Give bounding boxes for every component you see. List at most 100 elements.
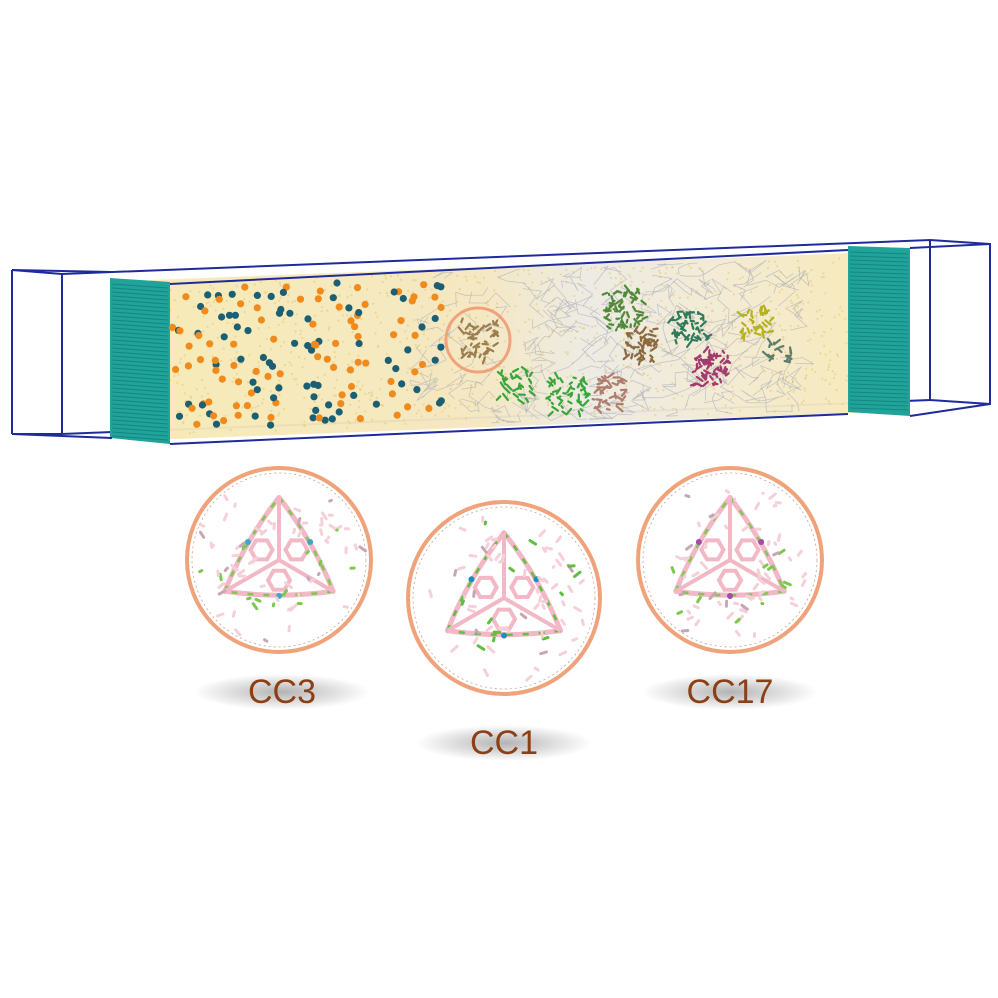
ion-particle [276,370,284,378]
ion-particle [330,363,338,371]
ion-particle [232,402,240,410]
ion-particle [355,339,363,348]
ion-particle [193,420,201,428]
cage-cluster [495,366,536,405]
ion-particle [420,281,428,289]
ion-particle [411,331,419,339]
ion-particle [188,404,196,412]
ion-particle [372,400,380,408]
ion-particle [228,290,236,298]
ion-particle [243,402,251,410]
ion-particle [425,404,433,412]
ion-particle [351,323,359,331]
ion-particle [230,361,238,370]
ion-particle [279,288,287,296]
ion-particle [253,304,261,312]
ion-particle [304,315,312,323]
ion-particle [265,359,273,367]
ion-particle [323,355,331,363]
cage-clusters [495,284,793,418]
box-front-edges [11,239,991,445]
cc17-label: CC17 [687,673,774,711]
ion-particle [175,412,184,420]
cage-cluster [667,310,713,348]
ion-particle [291,339,299,347]
ion-particle [196,356,205,364]
ion-particle [437,303,445,312]
ion-particle [431,356,439,364]
ion-particle [345,304,353,312]
ion-particle [211,356,219,364]
ion-particle [197,302,205,311]
cage-cluster [601,284,649,332]
ion-particle [225,311,234,319]
ion-particle [418,360,427,369]
ion-particle [184,362,192,370]
ion-particle [201,307,209,315]
ion-particle [267,413,275,421]
cage-cluster [591,372,628,414]
ion-particle [333,279,341,287]
ion-particle [234,378,243,386]
ion-particle [231,311,239,319]
cage-cluster [761,337,793,364]
ion-particle [282,283,290,291]
ion-particle [312,406,320,414]
ion-particle [314,353,322,361]
ion-particle [237,300,245,308]
ion-particle [257,316,265,324]
ion-particle [335,408,343,416]
ion-particle [354,358,362,366]
ion-particle [275,384,283,392]
ion-particle [404,403,412,411]
ion-particle [321,416,329,424]
cc3-shadow [194,674,370,710]
ion-particle [408,297,416,305]
ion-particle [314,295,322,303]
ion-particle [220,333,228,341]
ion-particle [435,399,444,407]
ion-particle [413,386,421,394]
ion-particle [247,389,255,397]
ion-particle [230,340,238,348]
ion-particle [304,342,312,350]
ion-particle [212,420,221,428]
ion-particle [218,375,226,383]
ion-particle [361,300,369,308]
ion-particle [212,366,220,374]
ion-particle [252,367,260,375]
ion-particle [296,295,305,303]
cc17-shadow [642,674,818,710]
ion-particle [309,320,317,328]
ion-particle [390,288,398,296]
ion-particle [329,294,337,302]
ion-particle [182,293,190,301]
ion-particle [328,415,336,423]
ion-particle [398,380,406,388]
highlighted-cage [444,306,512,374]
ion-particle [253,386,261,394]
cc3-label: CC3 [248,673,316,711]
ion-particle [264,372,272,380]
ion-particle [316,287,324,295]
ion-particle [433,282,441,290]
ion-particle [437,343,445,351]
ion-particle [388,390,396,398]
ion-particle [169,323,177,331]
ion-particle [390,331,398,339]
ion-particle [332,339,340,347]
ion-particle [198,401,206,409]
ion-particle [350,391,358,399]
ion-particles [169,279,445,429]
ion-particle [397,317,405,325]
ion-particle [362,359,370,367]
cc1-shadow [416,725,592,761]
ion-particle [431,293,439,301]
ion-particle [310,393,318,401]
ion-particle [270,394,278,402]
cage-cluster [622,325,659,366]
ion-particle [354,332,362,341]
ion-particle [346,366,354,374]
ion-particle [204,291,212,299]
